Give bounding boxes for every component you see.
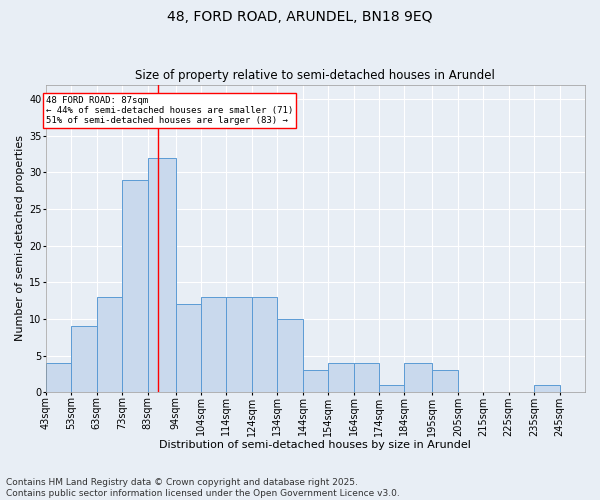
Title: Size of property relative to semi-detached houses in Arundel: Size of property relative to semi-detach… [136, 69, 496, 82]
Bar [353, 363, 379, 392]
Bar [46, 363, 71, 392]
X-axis label: Distribution of semi-detached houses by size in Arundel: Distribution of semi-detached houses by … [160, 440, 472, 450]
Bar [71, 326, 97, 392]
Bar [97, 297, 122, 392]
Text: Contains HM Land Registry data © Crown copyright and database right 2025.
Contai: Contains HM Land Registry data © Crown c… [6, 478, 400, 498]
Bar [201, 297, 226, 392]
Bar [404, 363, 433, 392]
Bar [303, 370, 328, 392]
Text: 48 FORD ROAD: 87sqm
← 44% of semi-detached houses are smaller (71)
51% of semi-d: 48 FORD ROAD: 87sqm ← 44% of semi-detach… [46, 96, 293, 126]
Bar [328, 363, 353, 392]
Y-axis label: Number of semi-detached properties: Number of semi-detached properties [15, 136, 25, 342]
Bar [252, 297, 277, 392]
Bar [122, 180, 148, 392]
Bar [277, 319, 303, 392]
Text: 48, FORD ROAD, ARUNDEL, BN18 9EQ: 48, FORD ROAD, ARUNDEL, BN18 9EQ [167, 10, 433, 24]
Bar [226, 297, 252, 392]
Bar [176, 304, 201, 392]
Bar [534, 385, 560, 392]
Bar [148, 158, 176, 392]
Bar [433, 370, 458, 392]
Bar [379, 385, 404, 392]
